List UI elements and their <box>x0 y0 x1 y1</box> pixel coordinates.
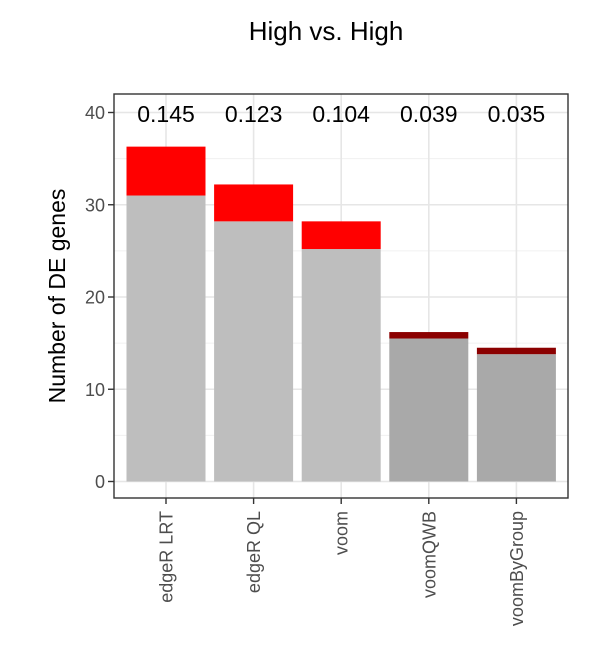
bar-label: 0.035 <box>488 101 546 127</box>
y-tick-label: 30 <box>85 195 105 215</box>
bar-segment <box>389 338 469 482</box>
bar-segment <box>476 347 556 355</box>
bar-segment <box>126 146 206 196</box>
bar-segment <box>214 221 294 482</box>
x-tick-label: voom <box>332 511 352 555</box>
bar-segment <box>389 332 469 339</box>
y-tick-label: 40 <box>85 103 105 123</box>
bar-segment <box>301 249 381 482</box>
bar-segment <box>126 195 206 482</box>
y-tick-label: 10 <box>85 380 105 400</box>
x-tick-label: edgeR LRT <box>157 511 177 603</box>
bar-segment <box>214 184 294 222</box>
chart-title: High vs. High <box>249 16 404 46</box>
bar-labels: 0.145 0.123 0.104 0.039 0.035 <box>137 101 545 127</box>
y-axis-label: Number of DE genes <box>44 189 70 404</box>
bars <box>126 146 556 482</box>
x-tick-label: edgeR QL <box>244 511 264 593</box>
x-tick-label: voomByGroup <box>507 511 527 626</box>
bar-segment <box>301 221 381 250</box>
bar-label: 0.123 <box>225 101 283 127</box>
y-tick-label: 20 <box>85 288 105 308</box>
x-tick-label: voomQWB <box>419 511 439 598</box>
y-tick-label: 0 <box>95 472 105 492</box>
y-axis: 0 10 20 30 40 <box>85 103 114 492</box>
bar-label: 0.104 <box>312 101 370 127</box>
bar-segment <box>476 354 556 482</box>
bar-label: 0.145 <box>137 101 195 127</box>
bar-label: 0.039 <box>400 101 458 127</box>
x-axis: edgeR LRT edgeR QL voom voomQWB voomByGroup <box>157 498 527 626</box>
